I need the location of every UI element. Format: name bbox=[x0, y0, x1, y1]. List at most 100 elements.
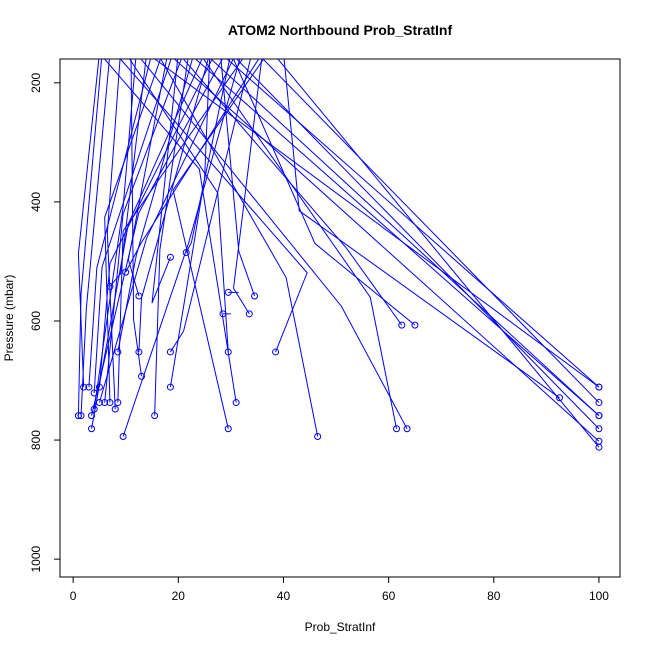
data-point bbox=[245, 310, 253, 318]
series-line bbox=[210, 59, 600, 417]
series-29 bbox=[104, 59, 161, 407]
series-45 bbox=[182, 59, 231, 257]
series-16 bbox=[220, 59, 259, 300]
series-line bbox=[127, 59, 168, 297]
series-4 bbox=[236, 59, 603, 433]
series-10 bbox=[232, 59, 419, 329]
series-38 bbox=[114, 59, 193, 356]
data-point bbox=[88, 425, 96, 433]
series-line bbox=[172, 59, 265, 429]
series-3 bbox=[194, 59, 603, 420]
series-line bbox=[117, 59, 193, 353]
series-line bbox=[93, 59, 172, 394]
series-line bbox=[226, 59, 600, 388]
data-point bbox=[314, 432, 322, 440]
data-point bbox=[90, 405, 98, 413]
data-point bbox=[182, 249, 190, 257]
x-axis-label: Prob_StratInf bbox=[305, 620, 376, 634]
series-22 bbox=[151, 59, 189, 420]
series-line bbox=[220, 59, 256, 297]
series-36 bbox=[77, 59, 110, 420]
data-point bbox=[411, 321, 419, 329]
data-point bbox=[224, 348, 232, 356]
x-tick-label: 20 bbox=[172, 589, 186, 603]
series-line bbox=[232, 59, 416, 326]
series-8 bbox=[210, 59, 603, 420]
y-tick-label: 200 bbox=[29, 72, 43, 92]
x-axis: 0 20 40 60 80 100 bbox=[70, 577, 609, 603]
series-48 bbox=[224, 288, 239, 296]
series-32 bbox=[85, 59, 152, 391]
x-tick-label: 40 bbox=[277, 589, 291, 603]
series-line bbox=[106, 59, 121, 410]
series-37 bbox=[77, 59, 100, 391]
series-41 bbox=[166, 59, 251, 356]
data-point bbox=[272, 348, 280, 356]
series-line bbox=[283, 59, 560, 399]
data-point bbox=[95, 383, 103, 391]
series-line bbox=[140, 59, 408, 429]
series-line bbox=[182, 59, 403, 326]
data-point bbox=[556, 394, 564, 402]
series-11 bbox=[182, 59, 406, 329]
series-2 bbox=[262, 59, 603, 407]
data-point bbox=[219, 310, 227, 318]
series-line bbox=[109, 59, 147, 287]
series-42 bbox=[127, 59, 168, 300]
series-line bbox=[104, 59, 182, 403]
series-line bbox=[236, 59, 600, 430]
data-point bbox=[403, 425, 411, 433]
series-47 bbox=[219, 310, 231, 318]
series-line bbox=[77, 59, 100, 388]
data-point bbox=[111, 405, 119, 413]
series-line bbox=[138, 59, 209, 352]
data-point bbox=[85, 383, 93, 391]
series-line bbox=[154, 59, 189, 416]
series-43 bbox=[106, 59, 147, 290]
series-33 bbox=[90, 59, 172, 397]
data-point bbox=[122, 268, 130, 276]
series-line bbox=[202, 59, 398, 429]
data-point bbox=[595, 399, 603, 407]
x-tick-label: 0 bbox=[70, 589, 77, 603]
data-point bbox=[114, 348, 122, 356]
data-point bbox=[398, 321, 406, 329]
x-tick-label: 80 bbox=[487, 589, 501, 603]
series-line bbox=[98, 59, 213, 388]
series-44 bbox=[122, 59, 260, 276]
data-point bbox=[106, 282, 114, 290]
data-point bbox=[595, 412, 603, 420]
series-line bbox=[122, 59, 241, 437]
series-17 bbox=[233, 59, 263, 318]
series-line bbox=[185, 59, 231, 253]
series-line bbox=[173, 59, 600, 442]
series-15 bbox=[119, 59, 308, 356]
series-5 bbox=[173, 59, 603, 445]
series-line bbox=[194, 59, 600, 417]
series-line bbox=[104, 59, 161, 403]
series-21 bbox=[166, 59, 211, 391]
x-tick-label: 100 bbox=[589, 589, 609, 603]
series-line bbox=[91, 59, 223, 416]
series-7 bbox=[153, 59, 603, 391]
series-27 bbox=[95, 59, 234, 407]
series-9 bbox=[283, 59, 564, 402]
data-point bbox=[393, 425, 401, 433]
series-line bbox=[262, 59, 600, 403]
series-line bbox=[151, 59, 179, 304]
data-point bbox=[119, 432, 127, 440]
data-point bbox=[88, 412, 96, 420]
series-line bbox=[98, 59, 234, 403]
series-46 bbox=[151, 59, 179, 304]
plot-area-frame bbox=[59, 58, 621, 578]
series-line bbox=[88, 59, 152, 388]
series-line bbox=[119, 59, 308, 353]
series-6 bbox=[277, 59, 603, 451]
series-line bbox=[77, 59, 103, 416]
data-point bbox=[166, 348, 174, 356]
chart-title: ATOM2 Northbound Prob_StratInf bbox=[228, 22, 453, 38]
series-line bbox=[125, 59, 260, 273]
series-1 bbox=[226, 59, 603, 391]
series-12 bbox=[140, 59, 411, 433]
data-point bbox=[166, 383, 174, 391]
